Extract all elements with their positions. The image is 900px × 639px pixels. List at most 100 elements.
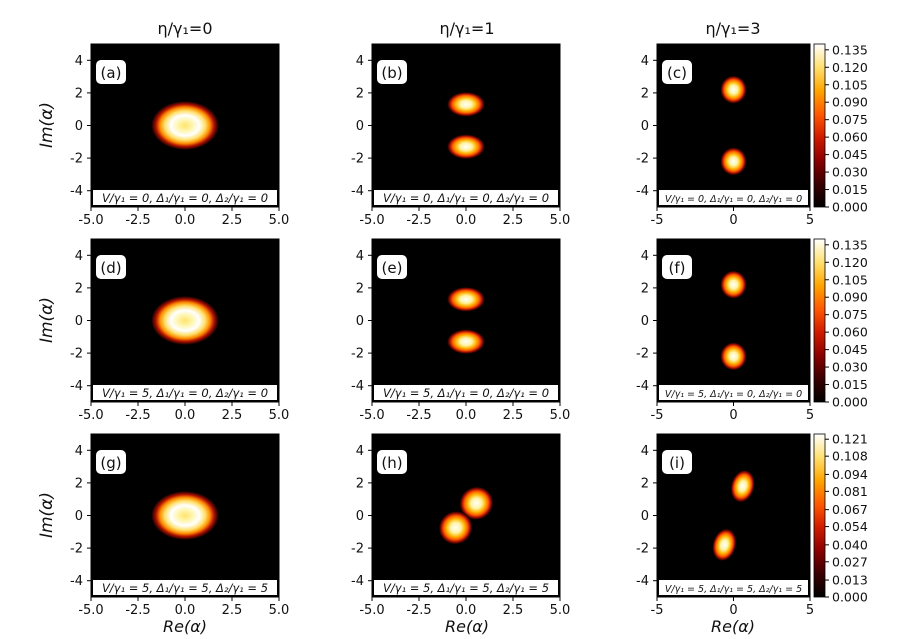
- colorbar-tick-label: 0.015: [832, 377, 868, 392]
- heatmap-panel-g: (g) V/γ₁ = 5, Δ₁/γ₁ = 5, Δ₂/γ₁ = 5 4 2 0 -2 -4…: [70, 433, 290, 618]
- colorbar-gradient: [813, 43, 826, 208]
- y-tick-label: 4: [356, 444, 364, 459]
- x-tick-label: -5.0: [359, 408, 384, 423]
- x-tick-label: 0: [729, 408, 737, 423]
- colorbar-c: 0.135 0.120 0.105 0.090 0.075 0.060 0.045 0.030…: [813, 42, 868, 215]
- x-tick-label: 5.0: [550, 213, 571, 228]
- x-tick-label: 0.0: [456, 603, 477, 618]
- panel-label: (g): [100, 454, 121, 472]
- x-tick-label: -5.0: [78, 408, 103, 423]
- parameter-annotation: V/γ₁ = 5, Δ₁/γ₁ = 0, Δ₂/γ₁ = 0: [665, 389, 802, 400]
- density-peak: [151, 296, 219, 345]
- y-tick-label: -4: [636, 379, 649, 394]
- x-tick-label: 2.5: [503, 213, 524, 228]
- y-tick-label: 2: [356, 86, 364, 101]
- parameter-annotation: V/γ₁ = 5, Δ₁/γ₁ = 5, Δ₂/γ₁ = 5: [102, 581, 268, 595]
- x-tick-label: -5: [651, 213, 664, 228]
- colorbar-tick-label: 0.060: [832, 325, 868, 340]
- y-tick-label: 2: [356, 476, 364, 491]
- row-ylabel-3: Im(α): [37, 492, 57, 538]
- x-tick-label: -5: [651, 408, 664, 423]
- x-label-col-3: Re(α): [711, 617, 755, 636]
- x-tick-label: -2.5: [125, 213, 150, 228]
- y-tick-label: -4: [636, 574, 649, 589]
- y-tick-label: -4: [636, 184, 649, 199]
- parameter-annotation: V/γ₁ = 5, Δ₁/γ₁ = 0, Δ₂/γ₁ = 0: [383, 386, 549, 400]
- panel-label: (h): [381, 454, 402, 472]
- annotation-box: [93, 190, 277, 205]
- colorbar-gradient: [813, 238, 826, 403]
- x-tick-label: 0.0: [175, 603, 196, 618]
- heatmap-panel-d: (d) V/γ₁ = 5, Δ₁/γ₁ = 0, Δ₂/γ₁ = 0 4 2 0 -2 -4…: [70, 238, 289, 423]
- density-peak: [712, 528, 737, 561]
- density-peak: [447, 287, 485, 312]
- colorbar-tick-label: 0.000: [832, 200, 868, 215]
- colorbar-f: 0.135 0.120 0.105 0.090 0.075 0.060 0.045 0.030…: [813, 237, 868, 410]
- y-tick-label: 4: [641, 249, 649, 264]
- density-peak: [459, 486, 494, 520]
- colorbar-tick-label: 0.027: [832, 554, 868, 569]
- y-tick-label: 4: [641, 54, 649, 69]
- panel-label-box: [96, 255, 126, 279]
- y-tick-label: 4: [641, 444, 649, 459]
- parameter-annotation: V/γ₁ = 5, Δ₁/γ₁ = 5, Δ₂/γ₁ = 5: [665, 584, 802, 595]
- y-tick-label: -2: [351, 152, 364, 167]
- parameter-annotation: V/γ₁ = 0, Δ₁/γ₁ = 0, Δ₂/γ₁ = 0: [665, 194, 802, 205]
- x-tick-label: 5: [806, 213, 814, 228]
- y-tick-label: -2: [636, 542, 649, 557]
- x-tick-label: 0.0: [456, 408, 477, 423]
- density-peak: [447, 134, 485, 159]
- colorbar-tick-label: 0.108: [832, 449, 868, 464]
- heatmap-panel-a: (a) V/γ₁ = 0, Δ₁/γ₁ = 0, Δ₂/γ₁ = 0 4 2 0 -2 -4…: [70, 43, 289, 228]
- panel-label: (e): [382, 259, 403, 277]
- panel-label-box: [662, 450, 692, 474]
- density-peak: [447, 329, 485, 354]
- x-tick-label: 5.0: [269, 603, 290, 618]
- y-tick-label: 2: [75, 281, 83, 296]
- x-tick-label: 0.0: [175, 213, 196, 228]
- panel-label-box: [96, 450, 126, 474]
- colorbar-tick-label: 0.045: [832, 147, 868, 162]
- y-tick-label: 0: [75, 119, 83, 134]
- density-peak: [720, 75, 747, 104]
- column-title-2: η/γ₁=1: [440, 19, 495, 38]
- y-tick-label: 2: [641, 86, 649, 101]
- density-peak: [720, 342, 747, 371]
- heatmap-panel-b: (b) V/γ₁ = 0, Δ₁/γ₁ = 0, Δ₂/γ₁ = 0 4 2 0 -2 -4…: [351, 43, 571, 228]
- y-tick-label: -4: [351, 574, 364, 589]
- x-tick-label: -2.5: [125, 603, 150, 618]
- panel-label: (i): [669, 454, 685, 472]
- y-tick-label: 2: [75, 86, 83, 101]
- y-tick-label: -4: [70, 574, 83, 589]
- panel-label: (a): [101, 64, 122, 82]
- y-tick-label: 4: [75, 54, 83, 69]
- row-ylabel-1: Im(α): [37, 102, 57, 148]
- density-peak: [151, 491, 219, 540]
- colorbar-tick-label: 0.030: [832, 360, 868, 375]
- y-tick-label: 0: [356, 314, 364, 329]
- y-tick-label: -4: [70, 379, 83, 394]
- y-tick-label: 0: [356, 119, 364, 134]
- colorbar-tick-label: 0.120: [832, 60, 868, 75]
- y-tick-label: 0: [641, 509, 649, 524]
- x-tick-label: -2.5: [125, 408, 150, 423]
- colorbar-tick-label: 0.135: [832, 237, 868, 252]
- x-tick-label: 5: [806, 408, 814, 423]
- heatmap-panel-i: (i) V/γ₁ = 5, Δ₁/γ₁ = 5, Δ₂/γ₁ = 5 4 2 0 -2 -4…: [636, 433, 814, 618]
- colorbar-tick-label: 0.094: [832, 467, 868, 482]
- density-peak: [730, 470, 755, 503]
- colorbar-tick-label: 0.030: [832, 165, 868, 180]
- parameter-annotation: V/γ₁ = 0, Δ₁/γ₁ = 0, Δ₂/γ₁ = 0: [383, 191, 549, 205]
- annotation-box: [659, 385, 808, 400]
- y-tick-label: 2: [75, 476, 83, 491]
- x-tick-label: -5.0: [78, 213, 103, 228]
- panel-label-box: [96, 60, 126, 84]
- density-peak: [151, 101, 219, 150]
- y-tick-label: 0: [641, 119, 649, 134]
- density-peak: [720, 270, 747, 299]
- colorbar-tick-label: 0.105: [832, 77, 868, 92]
- y-tick-label: -2: [636, 152, 649, 167]
- y-tick-label: -4: [70, 184, 83, 199]
- x-label-col-1: Re(α): [163, 617, 207, 636]
- row-ylabel-2: Im(α): [37, 297, 57, 343]
